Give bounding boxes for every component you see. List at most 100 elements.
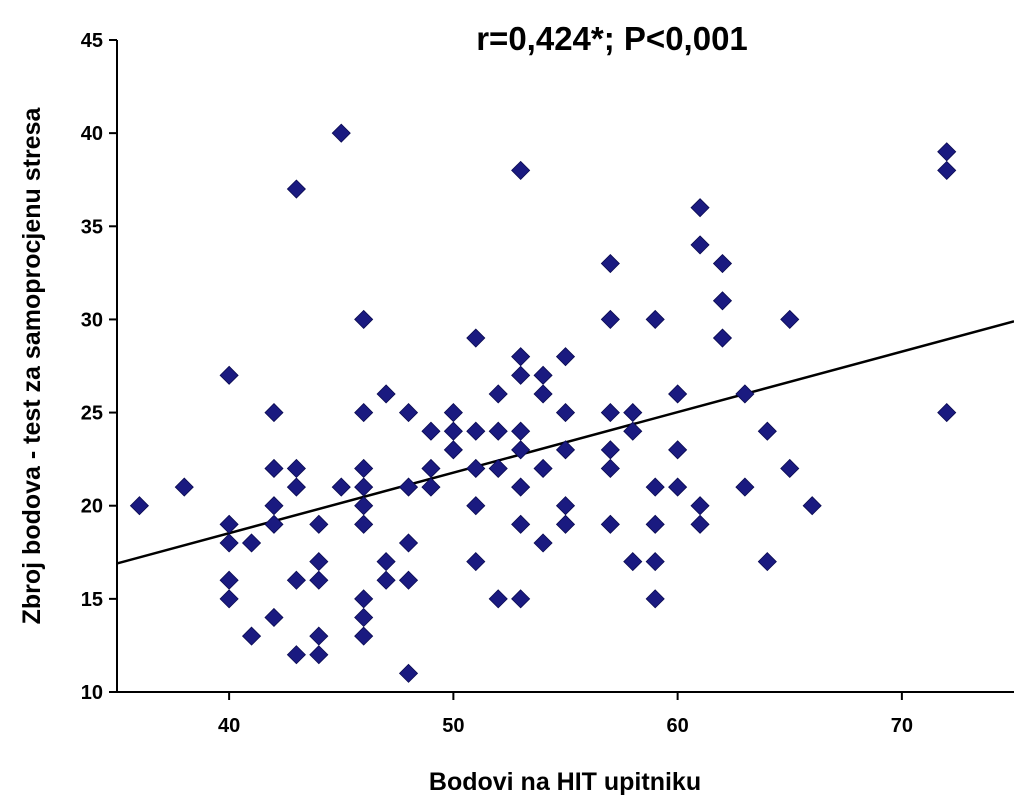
data-point xyxy=(488,458,508,479)
data-point xyxy=(600,309,620,329)
y-tick-label: 20 xyxy=(81,496,103,518)
data-point xyxy=(600,514,620,534)
data-point xyxy=(600,403,620,423)
data-point xyxy=(219,365,239,385)
data-point xyxy=(309,645,329,665)
data-point xyxy=(555,403,576,423)
data-point xyxy=(309,514,329,534)
x-tick-label: 50 xyxy=(442,715,464,737)
data-point xyxy=(376,570,396,590)
y-ticks: 10 15 20 25 30 35 40 45 xyxy=(81,30,117,704)
data-point xyxy=(623,552,643,572)
y-tick-label: 45 xyxy=(81,30,103,52)
data-point xyxy=(398,533,419,553)
data-point xyxy=(354,403,374,423)
data-point xyxy=(264,458,284,479)
data-point xyxy=(533,533,553,553)
data-point xyxy=(488,589,508,609)
data-point xyxy=(511,365,531,385)
data-point xyxy=(466,496,486,516)
data-point xyxy=(219,533,239,553)
y-tick-label: 30 xyxy=(81,309,103,331)
data-point xyxy=(331,123,351,143)
data-point xyxy=(757,421,777,441)
y-axis-title: Zbroj bodova - test za samoprocjenu stre… xyxy=(18,107,46,625)
data-point xyxy=(286,645,306,665)
data-point xyxy=(555,496,576,516)
data-point xyxy=(354,514,374,534)
data-point xyxy=(712,328,733,348)
data-point xyxy=(264,403,284,423)
data-point xyxy=(354,458,374,479)
data-point xyxy=(690,235,710,255)
y-tick-label: 15 xyxy=(81,589,103,611)
data-point xyxy=(376,384,396,404)
data-point xyxy=(443,403,463,423)
data-point xyxy=(219,589,239,609)
data-point xyxy=(690,496,710,516)
data-point xyxy=(264,496,284,516)
data-point xyxy=(668,384,688,404)
data-point xyxy=(690,198,710,218)
data-point xyxy=(600,253,620,274)
data-point xyxy=(331,477,351,497)
data-point xyxy=(174,477,194,497)
data-point xyxy=(421,477,441,497)
data-point xyxy=(488,384,508,404)
plot-area xyxy=(116,123,1014,683)
data-point xyxy=(309,552,329,572)
data-point xyxy=(533,365,553,385)
data-point xyxy=(757,552,777,572)
data-point xyxy=(735,384,755,404)
data-point xyxy=(264,607,284,628)
data-point xyxy=(645,589,665,609)
data-point xyxy=(600,458,620,479)
data-point xyxy=(286,179,306,199)
data-point xyxy=(937,160,957,180)
data-point xyxy=(309,570,329,590)
data-point xyxy=(354,607,374,628)
x-tick-label: 60 xyxy=(667,715,689,737)
data-point xyxy=(286,477,306,497)
data-point xyxy=(511,477,531,497)
y-tick-label: 25 xyxy=(81,403,103,425)
data-point xyxy=(735,477,755,497)
data-point xyxy=(466,328,486,348)
data-point xyxy=(511,440,531,460)
data-point xyxy=(555,347,576,367)
data-point xyxy=(623,403,643,423)
data-point xyxy=(511,160,531,180)
data-point xyxy=(623,421,643,441)
x-ticks: 40 50 60 70 xyxy=(218,692,913,737)
data-point xyxy=(354,589,374,609)
data-point xyxy=(511,589,531,609)
data-point xyxy=(645,477,665,497)
data-point xyxy=(421,421,441,441)
data-point xyxy=(354,496,374,516)
data-point xyxy=(443,421,463,441)
data-point xyxy=(376,552,396,572)
data-point xyxy=(488,421,508,441)
data-point xyxy=(645,552,665,572)
data-point xyxy=(712,253,733,274)
data-point xyxy=(219,514,239,534)
data-point xyxy=(286,458,306,479)
data-point xyxy=(354,309,374,329)
data-point xyxy=(264,514,284,534)
data-point xyxy=(398,570,419,590)
data-point xyxy=(802,496,822,516)
data-point xyxy=(511,347,531,367)
data-point xyxy=(466,458,486,479)
data-point xyxy=(937,403,957,423)
data-point xyxy=(466,421,486,441)
data-point xyxy=(555,514,576,534)
data-point xyxy=(421,458,441,479)
data-point xyxy=(466,552,486,572)
data-point xyxy=(712,291,733,311)
data-point xyxy=(668,477,688,497)
data-point xyxy=(219,570,239,590)
y-tick-label: 40 xyxy=(81,123,103,145)
data-point xyxy=(645,514,665,534)
data-point xyxy=(668,440,688,460)
